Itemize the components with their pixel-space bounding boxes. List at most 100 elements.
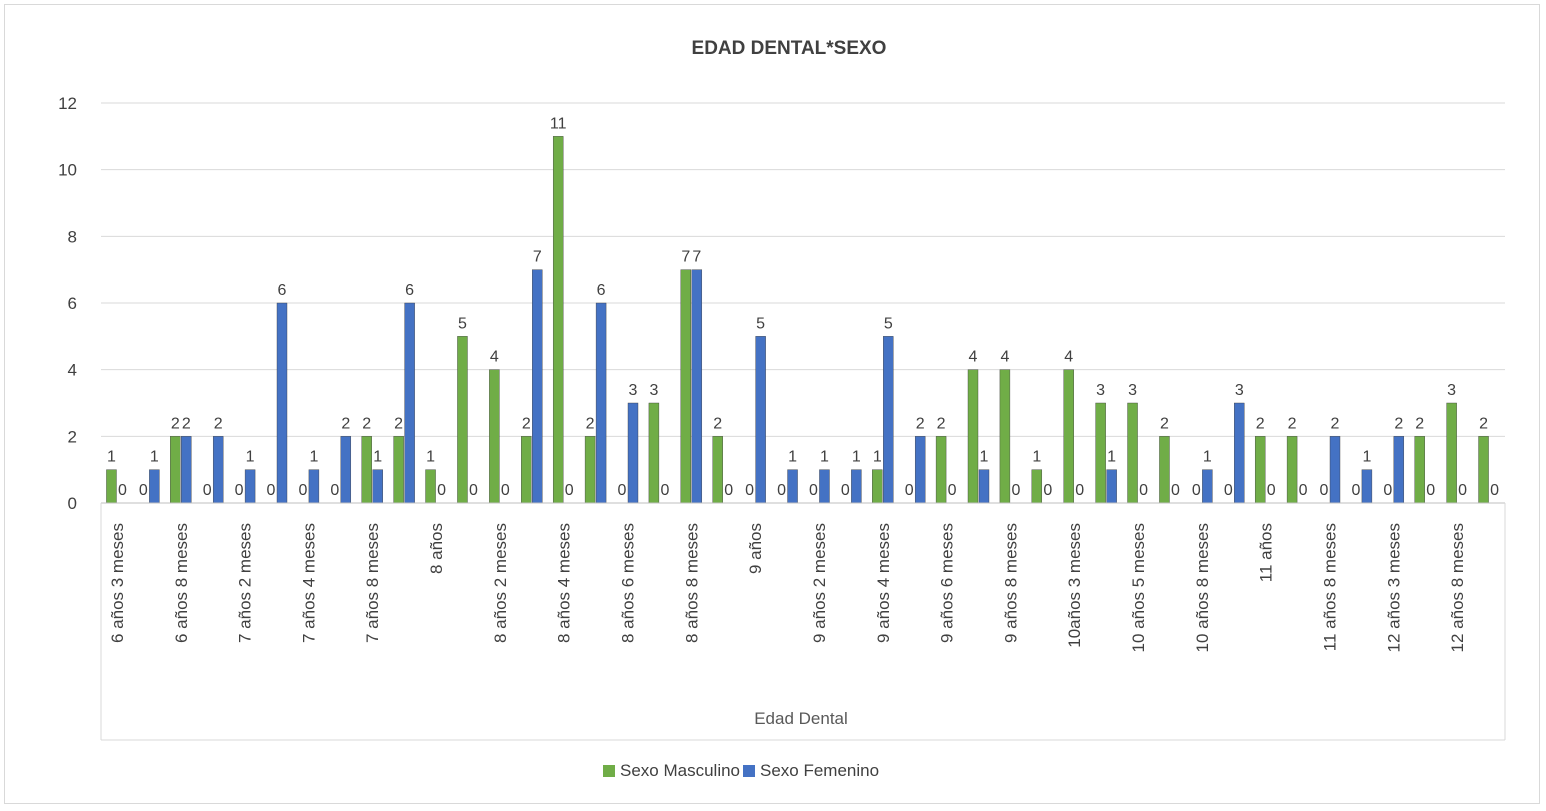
value-label-masculino: 0	[1351, 482, 1360, 499]
value-label-femenino: 2	[182, 415, 191, 432]
value-label-masculino: 0	[330, 482, 339, 499]
bar-masculino	[393, 436, 404, 504]
x-tick-label: 10años 3 meses	[1065, 523, 1084, 648]
value-label-femenino: 6	[278, 282, 287, 299]
value-label-femenino: 0	[724, 482, 733, 499]
value-label-femenino: 7	[692, 249, 701, 266]
value-label-masculino: 0	[267, 482, 276, 499]
bar-femenino	[914, 436, 926, 504]
value-label-femenino: 1	[1362, 449, 1371, 466]
bar-masculino	[1446, 402, 1457, 504]
value-label-masculino: 0	[203, 482, 212, 499]
value-label-masculino: 0	[235, 482, 244, 499]
value-label-masculino: 1	[873, 449, 882, 466]
bar-femenino	[244, 469, 256, 504]
bar-femenino	[851, 469, 862, 504]
bar-femenino	[181, 436, 192, 504]
bar-femenino	[212, 436, 224, 504]
x-tick-label: 9 años	[746, 523, 765, 574]
value-label-masculino: 0	[618, 482, 627, 499]
value-label-masculino: 0	[1320, 482, 1329, 499]
value-label-femenino: 0	[1043, 482, 1052, 499]
x-axis: 6 años 3 meses 6 años 8 meses 7 años 2 mes…	[100, 502, 1506, 741]
value-label-femenino: 0	[660, 482, 669, 499]
x-tick-label: 8 años	[427, 523, 446, 574]
value-label-masculino: 0	[745, 482, 754, 499]
x-tick-label: 6 años 3 meses	[108, 523, 127, 643]
bar-masculino	[457, 336, 468, 504]
x-tick-label: 12 años 3 meses	[1384, 523, 1403, 652]
y-axis: 0 2 4 6 8 10 12	[58, 94, 77, 513]
value-label-femenino: 2	[916, 415, 925, 432]
legend-swatch-masculino	[603, 765, 615, 777]
value-label-femenino: 0	[1426, 482, 1435, 499]
x-tick-label: 11 años	[1257, 523, 1276, 582]
bars	[106, 136, 1489, 504]
bar-masculino	[1254, 436, 1266, 504]
value-label-femenino: 1	[373, 449, 382, 466]
value-label-masculino: 4	[1064, 349, 1073, 366]
x-axis-title: Edad Dental	[754, 709, 848, 728]
x-tick-label: 8 años 6 meses	[619, 523, 638, 643]
bar-masculino	[425, 469, 436, 504]
value-label-masculino: 0	[809, 482, 818, 499]
value-label-femenino: 1	[820, 449, 829, 466]
bar-masculino	[584, 436, 596, 504]
bar-masculino	[935, 436, 947, 504]
bar-masculino	[999, 369, 1011, 504]
value-label-femenino: 1	[150, 449, 159, 466]
value-label-femenino: 0	[1299, 482, 1308, 499]
x-tick-label: 8 años 2 meses	[491, 523, 510, 643]
x-tick-label: 11 años 8 meses	[1321, 523, 1340, 651]
bar-masculino	[552, 136, 564, 504]
value-label-femenino: 0	[118, 482, 127, 499]
value-label-masculino: 0	[777, 482, 786, 499]
value-label-masculino: 4	[1000, 349, 1009, 366]
value-label-femenino: 3	[1235, 382, 1244, 399]
value-label-masculino: 2	[1288, 415, 1297, 432]
value-label-femenino: 0	[437, 482, 446, 499]
value-label-masculino: 2	[394, 415, 403, 432]
chart-title: EDAD DENTAL*SEXO	[692, 38, 887, 59]
x-tick-label: 6 años 8 meses	[172, 523, 191, 643]
value-label-masculino: 2	[1256, 415, 1265, 432]
value-label-masculino: 0	[139, 482, 148, 499]
value-label-masculino: 4	[969, 349, 978, 366]
bar-femenino	[1202, 469, 1213, 504]
value-label-femenino: 5	[756, 315, 765, 332]
value-label-masculino: 5	[458, 315, 467, 332]
value-label-femenino: 2	[341, 415, 350, 432]
x-tick-label: 7 años 8 meses	[363, 523, 382, 643]
value-label-masculino: 1	[107, 449, 116, 466]
bar-femenino	[1393, 436, 1405, 504]
value-label-masculino: 2	[171, 415, 180, 432]
bar-femenino	[819, 469, 830, 504]
value-label-femenino: 1	[980, 449, 989, 466]
y-tick-label: 10	[58, 161, 77, 180]
bar-femenino	[149, 469, 160, 504]
value-label-femenino: 6	[597, 282, 606, 299]
value-label-femenino: 0	[1011, 482, 1020, 499]
value-label-masculino: 3	[1447, 382, 1456, 399]
value-label-femenino: 0	[1171, 482, 1180, 499]
bar-masculino	[521, 436, 532, 504]
value-label-masculino: 0	[298, 482, 307, 499]
bar-masculino	[170, 436, 181, 504]
y-tick-label: 8	[68, 227, 77, 246]
value-label-femenino: 2	[1394, 415, 1403, 432]
y-tick-label: 0	[68, 494, 77, 513]
value-label-femenino: 1	[309, 449, 318, 466]
bar-masculino	[106, 469, 117, 504]
x-tick-label: 9 años 6 meses	[938, 523, 957, 643]
y-tick-label: 6	[68, 294, 77, 313]
bar-masculino	[712, 436, 723, 504]
value-label-masculino: 0	[841, 482, 850, 499]
value-label-femenino: 0	[1490, 482, 1499, 499]
bar-masculino	[648, 402, 660, 504]
bar-masculino	[680, 269, 692, 504]
gridlines	[101, 102, 1505, 504]
bar-masculino	[1063, 369, 1074, 504]
value-label-masculino: 2	[522, 415, 531, 432]
